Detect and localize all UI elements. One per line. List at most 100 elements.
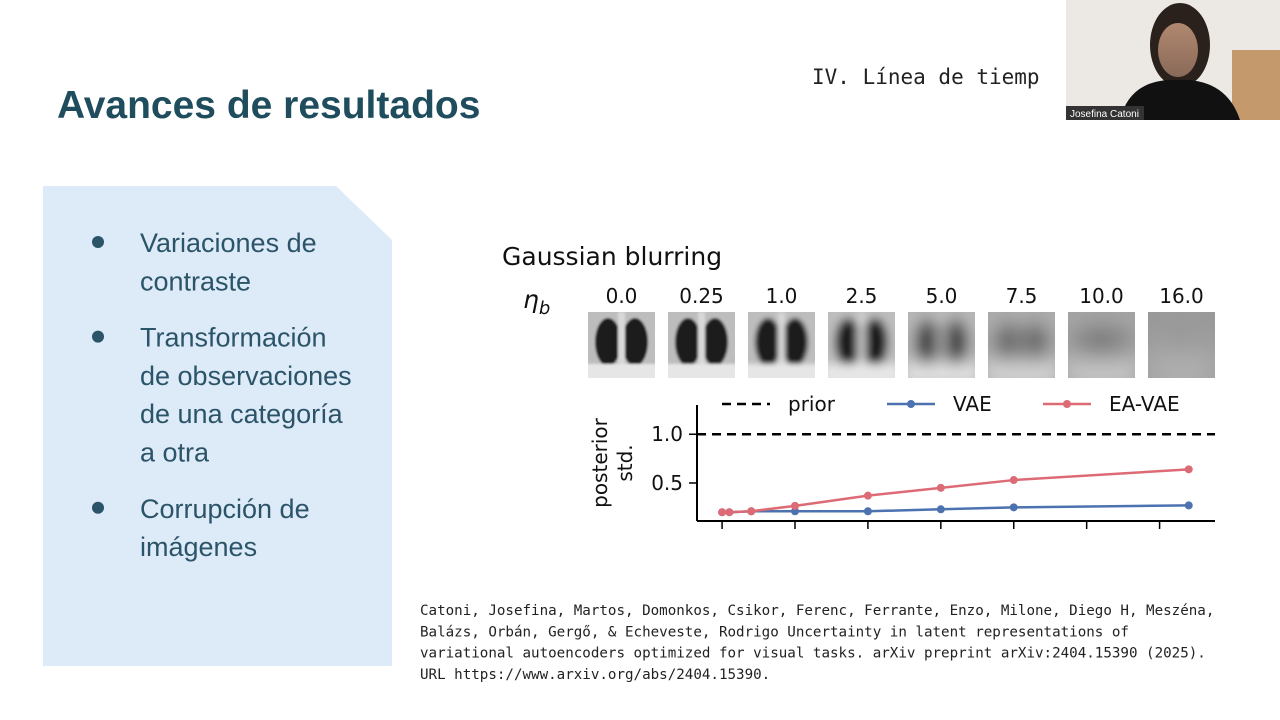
bullet-text: Variaciones de <box>140 228 317 258</box>
bullet-text: Corrupción de <box>140 494 310 524</box>
blur-level: 10.0 <box>1079 284 1124 308</box>
citation-line: variational autoencoders optimized for v… <box>420 646 1206 662</box>
abdomen <box>1148 364 1215 378</box>
xray <box>748 312 815 378</box>
xray-body <box>668 312 735 378</box>
lung <box>942 318 968 366</box>
xray <box>588 312 655 378</box>
series-point <box>863 491 872 500</box>
y-axis-label: std. <box>613 444 637 481</box>
legend-label: VAE <box>953 392 992 416</box>
bullet-box <box>43 186 392 666</box>
series-point <box>791 501 799 510</box>
xray <box>1068 312 1135 378</box>
xray <box>668 312 735 378</box>
blur-level: 2.5 <box>846 284 878 308</box>
slide-title: Avances de resultados <box>57 84 480 127</box>
series-point <box>725 508 734 517</box>
lung <box>675 318 701 366</box>
citation-line: URL https://www.arxiv.org/abs/2404.15390… <box>420 667 770 683</box>
spine <box>1018 312 1025 378</box>
lung <box>702 318 728 366</box>
abdomen <box>588 364 655 378</box>
lung <box>862 318 888 366</box>
abdomen <box>668 364 735 378</box>
lung <box>595 318 621 366</box>
webcam: Josefina Catoni <box>1066 0 1280 120</box>
citation-line: Balázs, Orbán, Gergő, & Echeveste, Rodri… <box>420 624 1129 640</box>
lung <box>1075 318 1101 366</box>
series-point <box>747 507 756 516</box>
spine <box>698 312 705 378</box>
blur-level: 16.0 <box>1159 284 1204 308</box>
eta: η <box>523 285 539 314</box>
bullet-text: de observaciones <box>140 361 352 391</box>
figure-title: Gaussian blurring <box>502 242 722 271</box>
xray-body <box>588 312 655 378</box>
spine <box>858 312 865 378</box>
eta-sub: b <box>539 298 550 319</box>
lung <box>1182 318 1208 366</box>
xray-body <box>1148 312 1215 378</box>
xray <box>1148 312 1215 378</box>
series-point <box>1184 465 1193 474</box>
spine <box>1098 312 1105 378</box>
bullet-text: imágenes <box>140 532 257 562</box>
series-point <box>863 507 872 516</box>
series-point <box>1184 501 1193 510</box>
eta-label: ηb <box>523 285 550 319</box>
bullet-dot <box>92 236 104 248</box>
spine <box>778 312 785 378</box>
legend-label: EA-VAE <box>1109 392 1180 416</box>
blur-level: 0.0 <box>606 284 638 308</box>
webcam-door <box>1232 50 1280 120</box>
xray <box>908 312 975 378</box>
y-tick-label: 1.0 <box>651 422 683 446</box>
name-plate <box>1066 106 1144 120</box>
blur-level: 1.0 <box>766 284 798 308</box>
lung <box>1155 318 1181 366</box>
abdomen <box>748 364 815 378</box>
xray-body <box>828 312 895 378</box>
participant-name: Josefina Catoni <box>1070 109 1139 120</box>
lung <box>1022 318 1048 366</box>
bullet-dot <box>92 330 104 343</box>
series-point <box>718 508 727 517</box>
series-point <box>1009 503 1018 512</box>
series-point <box>936 483 945 492</box>
bullet-text: contraste <box>140 266 251 296</box>
abdomen <box>988 364 1055 378</box>
blur-level: 0.25 <box>679 284 724 308</box>
xray <box>828 312 895 378</box>
section-label: IV. Línea de tiemp <box>812 65 1040 89</box>
bullet-text: de una categoría <box>140 399 344 429</box>
spine <box>938 312 945 378</box>
lung <box>782 318 808 366</box>
shoulders <box>1120 79 1240 120</box>
lung <box>622 318 648 366</box>
legend-dot <box>1063 400 1071 408</box>
bullet-dot <box>92 501 104 514</box>
xray-body <box>1068 312 1135 378</box>
legend-label: prior <box>788 392 836 416</box>
lung <box>835 318 861 366</box>
face <box>1158 23 1198 77</box>
spine <box>1178 312 1185 378</box>
citation-line: Catoni, Josefina, Martos, Domonkos, Csik… <box>420 603 1214 619</box>
abdomen <box>828 364 895 378</box>
lung <box>915 318 941 366</box>
xray <box>988 312 1055 378</box>
bullet-text: Transformación <box>140 323 327 353</box>
y-tick-label: 0.5 <box>651 471 683 495</box>
blur-level: 5.0 <box>926 284 958 308</box>
xray-body <box>748 312 815 378</box>
abdomen <box>1068 364 1135 378</box>
y-axis-label: posterior <box>588 417 612 508</box>
bullet-text: a otra <box>140 438 210 468</box>
xray-body <box>908 312 975 378</box>
abdomen <box>908 364 975 378</box>
blur-level: 7.5 <box>1006 284 1038 308</box>
spine <box>618 312 625 378</box>
xray-body <box>988 312 1055 378</box>
